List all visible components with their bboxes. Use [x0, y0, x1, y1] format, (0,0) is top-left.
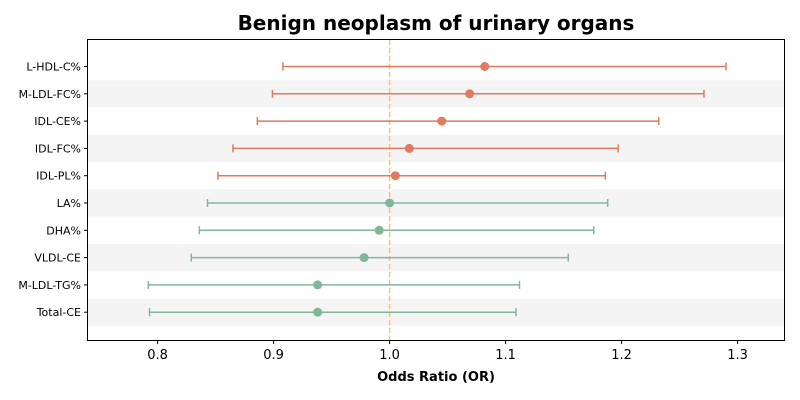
x-tick-label: 1.3: [727, 348, 748, 363]
x-tick-label: 0.8: [147, 348, 168, 363]
y-tick-label: IDL-PL%: [36, 170, 81, 183]
estimate-row: [256, 116, 660, 126]
or-point: [359, 253, 369, 263]
or-point: [465, 89, 475, 99]
x-tick-label: 1.2: [611, 348, 632, 363]
or-point: [404, 143, 414, 153]
y-tick-label: Total-CE: [36, 306, 81, 319]
y-tick-label: M-LDL-FC%: [19, 88, 81, 101]
or-point: [313, 307, 323, 317]
x-tick-label: 1.1: [495, 348, 516, 363]
y-tick-label: VLDL-CE: [34, 252, 81, 265]
y-axis: L-HDL-C% M-LDL-FC% IDL-CE% IDL-FC% IDL-PL% LA…: [18, 61, 88, 319]
estimate-row: [217, 171, 607, 181]
or-point: [313, 280, 323, 290]
estimate-row: [206, 198, 609, 208]
or-point: [390, 171, 400, 181]
estimate-row: [147, 280, 521, 290]
plot-frame: [87, 39, 785, 341]
x-axis: 0.8 0.9 1.0 1.1 1.2 1.3: [147, 340, 748, 363]
or-point: [437, 116, 447, 126]
chart-title: Benign neoplasm of urinary organs: [238, 11, 635, 35]
y-tick-label: M-LDL-TG%: [18, 279, 81, 292]
or-point: [385, 198, 395, 208]
or-point: [374, 225, 384, 235]
y-tick-label: DHA%: [46, 224, 81, 237]
y-tick-label: LA%: [57, 197, 81, 210]
y-tick-label: IDL-FC%: [35, 142, 81, 155]
estimate-row: [271, 89, 705, 99]
chart-marks: [147, 62, 727, 317]
estimate-row: [232, 143, 619, 153]
y-tick-label: IDL-CE%: [34, 115, 81, 128]
estimate-row: [190, 253, 569, 263]
y-tick-label: L-HDL-C%: [26, 61, 81, 74]
estimate-row: [198, 225, 595, 235]
estimate-row: [282, 62, 727, 71]
or-point: [480, 62, 490, 71]
x-tick-label: 0.9: [263, 348, 284, 363]
x-tick-label: 1.0: [379, 348, 400, 363]
x-axis-label: Odds Ratio (OR): [377, 370, 495, 385]
estimate-row: [148, 307, 517, 317]
